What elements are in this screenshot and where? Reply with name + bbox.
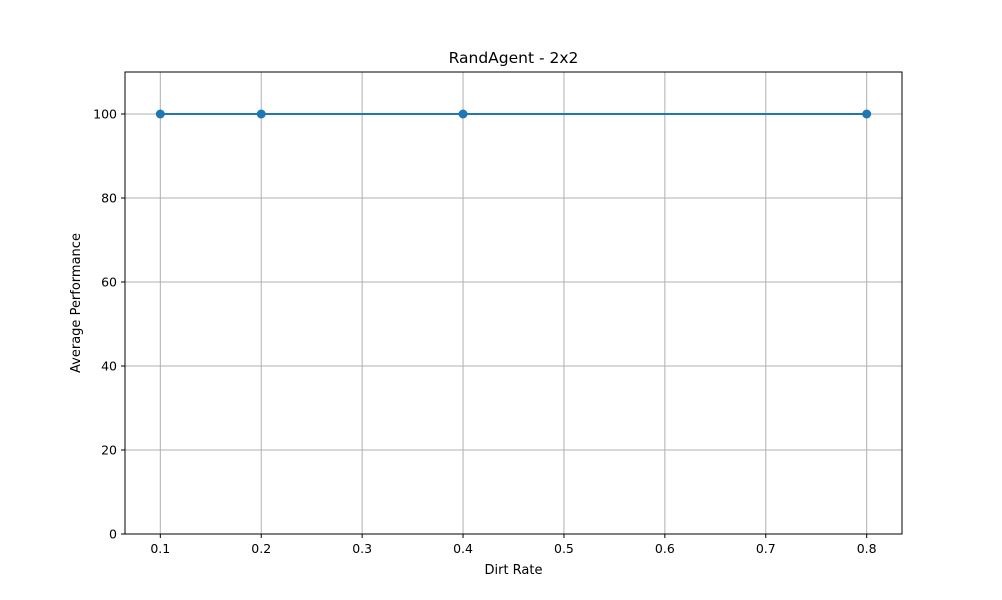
ticks: 0.1 0.2 0.3 0.4 0.5 0.6 0.7 0.8 0 20 40 60 80 100 [93, 107, 877, 557]
x-axis-label: Dirt Rate [484, 563, 542, 578]
data-point [862, 109, 872, 119]
y-tick-label: 20 [101, 443, 117, 458]
x-tick-label: 0.4 [453, 541, 473, 556]
y-tick-label: 0 [109, 527, 117, 542]
data-point [155, 109, 165, 119]
chart-title: RandAgent - 2x2 [449, 49, 579, 67]
y-tick-label: 40 [101, 359, 117, 374]
x-tick-label: 0.2 [251, 541, 271, 556]
data-point [256, 109, 266, 119]
x-tick-label: 0.6 [655, 541, 675, 556]
x-tick-label: 0.3 [352, 541, 372, 556]
y-tick-label: 100 [93, 107, 117, 122]
y-tick-label: 60 [101, 275, 117, 290]
x-tick-label: 0.7 [756, 541, 776, 556]
y-tick-label: 80 [101, 191, 117, 206]
x-tick-label: 0.8 [857, 541, 877, 556]
y-axis-label: Average Performance [69, 233, 84, 373]
plot-frame [124, 71, 903, 535]
x-tick-label: 0.5 [554, 541, 574, 556]
data-point [458, 109, 468, 119]
x-tick-label: 0.1 [150, 541, 170, 556]
series-layer [155, 109, 872, 119]
